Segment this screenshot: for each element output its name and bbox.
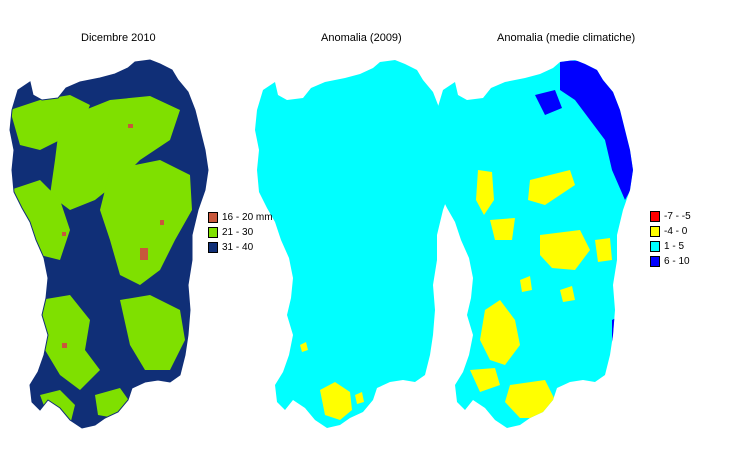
legend-label: 1 - 5 [664,241,685,252]
map-dicembre-2010 [10,60,208,428]
map-title-dicembre-2010: Dicembre 2010 [81,32,156,44]
legend-swatch [208,212,218,223]
legend-item: 6 - 10 [650,254,691,269]
legend-label: 31 - 40 [222,242,254,253]
legend-anomalia-medie-climatiche: -7 - -5 -4 - 0 1 - 5 6 - 10 [650,209,691,269]
legend-swatch [650,241,660,252]
legend-swatch [208,242,218,253]
map1-red-spots [62,124,164,348]
map-anomalia-2009 [255,60,453,428]
legend-swatch [650,211,660,222]
legend-label: -4 - 0 [664,226,688,237]
legend-swatch [650,256,660,267]
legend-label: 21 - 30 [222,227,254,238]
map3-yellow-regions [455,170,612,418]
map-title-anomalia-2009: Anomalia (2009) [321,32,402,44]
legend-item: -7 - -5 [650,209,691,224]
legend-swatch [208,227,218,238]
legend-item: -4 - 0 [650,224,691,239]
map2-base-region [255,60,453,428]
legend-item: 1 - 5 [650,239,691,254]
map2-yellow-regions [300,342,364,420]
map-title-anomalia-medie-climatiche: Anomalia (medie climatiche) [497,32,636,44]
legend-item: 16 - 20 mm [208,210,273,225]
legend-dicembre-2010: 16 - 20 mm 21 - 30 31 - 40 [208,210,273,255]
map1-outline [9,59,209,429]
legend-item: 21 - 30 [208,225,273,240]
legend-label: -7 - -5 [664,211,691,222]
map-anomalia-medie-climatiche [435,60,633,428]
legend-swatch [650,226,660,237]
legend-label: 16 - 20 mm [222,212,273,223]
map1-green-regions [10,95,192,425]
legend-item: 31 - 40 [208,240,273,255]
legend-label: 6 - 10 [664,256,690,267]
